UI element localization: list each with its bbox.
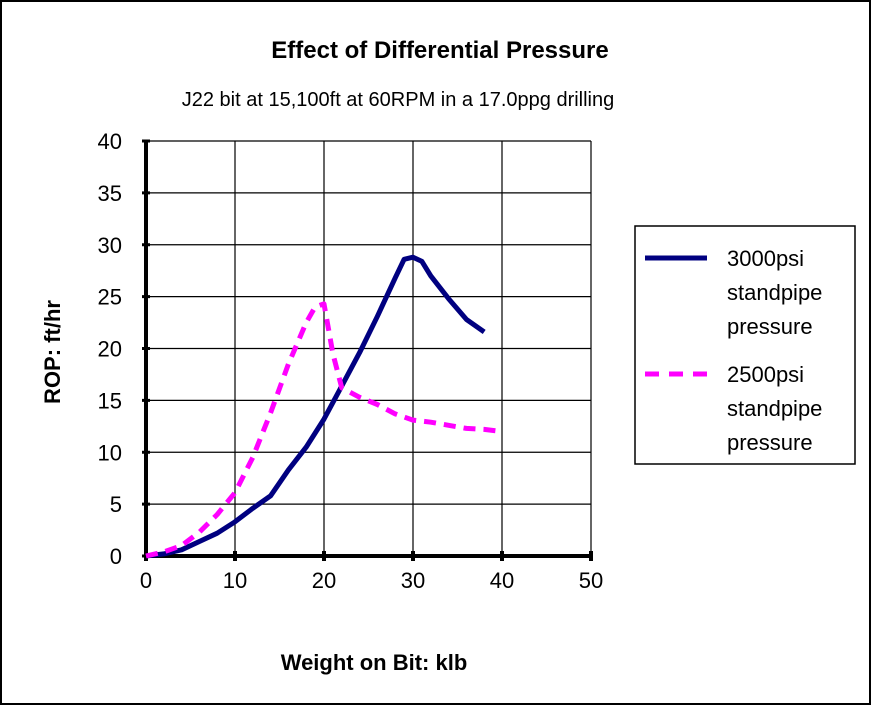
x-tick-label-10: 10 xyxy=(223,568,247,593)
y-tick-label-35: 35 xyxy=(98,181,122,206)
legend-word: pressure xyxy=(727,430,813,455)
x-tick-label-20: 20 xyxy=(312,568,336,593)
legend-word: 3000psi xyxy=(727,246,804,271)
x-tick-label-50: 50 xyxy=(579,568,603,593)
legend-label-2500psi: 2500psi standpipe pressure xyxy=(727,362,822,455)
legend-word: standpipe xyxy=(727,280,822,305)
tick-labels: 0 10 20 30 40 50 0 5 10 15 20 25 30 35 40 xyxy=(98,129,604,593)
y-tick-label-30: 30 xyxy=(98,233,122,258)
y-tick-label-0: 0 xyxy=(110,544,122,569)
legend-box xyxy=(634,225,856,465)
axes xyxy=(142,139,593,561)
legend-word: 2500psi xyxy=(727,362,804,387)
legend-word: standpipe xyxy=(727,396,822,421)
y-tick-label-10: 10 xyxy=(98,440,122,465)
legend: 3000psi standpipe pressure 2500psi standpip… xyxy=(634,225,856,465)
x-axis-title: Weight on Bit: klb xyxy=(281,650,468,675)
legend-label-3000psi: 3000psi standpipe pressure xyxy=(727,246,822,339)
y-tick-label-15: 15 xyxy=(98,388,122,413)
series-line-1 xyxy=(145,301,503,559)
x-tick-label-40: 40 xyxy=(490,568,514,593)
chart-subtitle: J22 bit at 15,100ft at 60RPM in a 17.0pp… xyxy=(182,89,615,111)
legend-word: pressure xyxy=(727,314,813,339)
y-tick-label-40: 40 xyxy=(98,129,122,154)
y-axis-title: ROP: ft/hr xyxy=(40,300,65,404)
y-tick-label-25: 25 xyxy=(98,285,122,310)
series xyxy=(145,254,503,559)
series-line-0 xyxy=(145,254,486,559)
y-tick-label-5: 5 xyxy=(110,492,122,517)
x-tick-label-30: 30 xyxy=(401,568,425,593)
grid xyxy=(146,140,592,556)
x-tick-label-0: 0 xyxy=(140,568,152,593)
y-tick-label-20: 20 xyxy=(98,337,122,362)
chart-title: Effect of Differential Pressure xyxy=(271,37,608,64)
